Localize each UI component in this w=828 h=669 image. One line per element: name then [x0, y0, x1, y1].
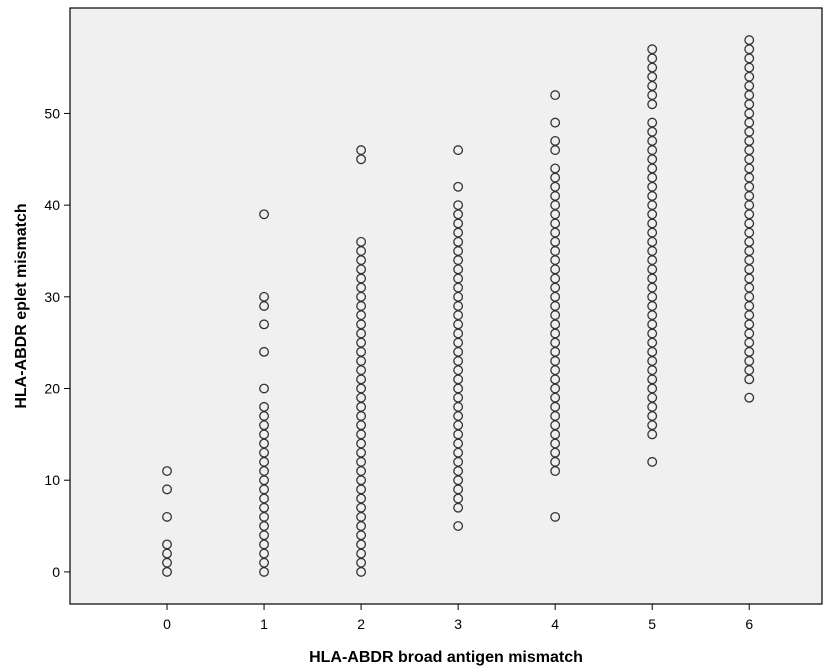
data-point [356, 236, 367, 247]
data-point [453, 145, 464, 156]
data-point [162, 466, 172, 476]
data-point [744, 392, 755, 403]
x-tick-label: 4 [551, 616, 559, 632]
y-tick-label: 10 [44, 472, 60, 488]
data-point [453, 521, 464, 532]
x-tick-label: 2 [357, 616, 365, 632]
data-point [647, 117, 658, 128]
y-tick-label: 20 [44, 381, 60, 397]
data-point [550, 163, 561, 174]
ticks-layer: 0 1 2 3 4 5 6 0 10 20 30 40 50 [44, 105, 753, 632]
data-point [259, 346, 270, 357]
data-point [259, 401, 270, 412]
data-point [453, 200, 464, 211]
y-tick-label: 40 [44, 197, 60, 213]
data-point [259, 291, 270, 302]
data-point [259, 319, 270, 330]
data-point [550, 136, 561, 146]
y-tick-label: 30 [44, 289, 60, 305]
data-point [550, 511, 561, 522]
data-point [162, 539, 172, 550]
data-point [744, 35, 755, 46]
data-point [647, 456, 658, 467]
x-tick-label: 6 [745, 616, 753, 632]
points-layer [162, 35, 755, 577]
x-axis-title: HLA-ABDR broad antigen mismatch [309, 649, 583, 666]
data-point [356, 145, 367, 156]
data-point [647, 44, 658, 55]
data-point [259, 383, 270, 394]
data-point [162, 511, 172, 522]
x-tick-label: 5 [648, 616, 656, 632]
plot-area [69, 7, 823, 605]
y-tick-label: 0 [52, 564, 60, 580]
data-point [162, 484, 172, 495]
data-point [453, 181, 464, 192]
data-point [550, 90, 561, 101]
data-point [550, 117, 561, 128]
x-tick-label: 3 [454, 616, 462, 632]
data-point [259, 209, 270, 220]
y-tick-label: 50 [44, 105, 60, 121]
x-tick-label: 0 [163, 616, 171, 632]
x-tick-label: 1 [260, 616, 268, 632]
y-axis-title: HLA-ABDR eplet mismatch [13, 203, 30, 408]
